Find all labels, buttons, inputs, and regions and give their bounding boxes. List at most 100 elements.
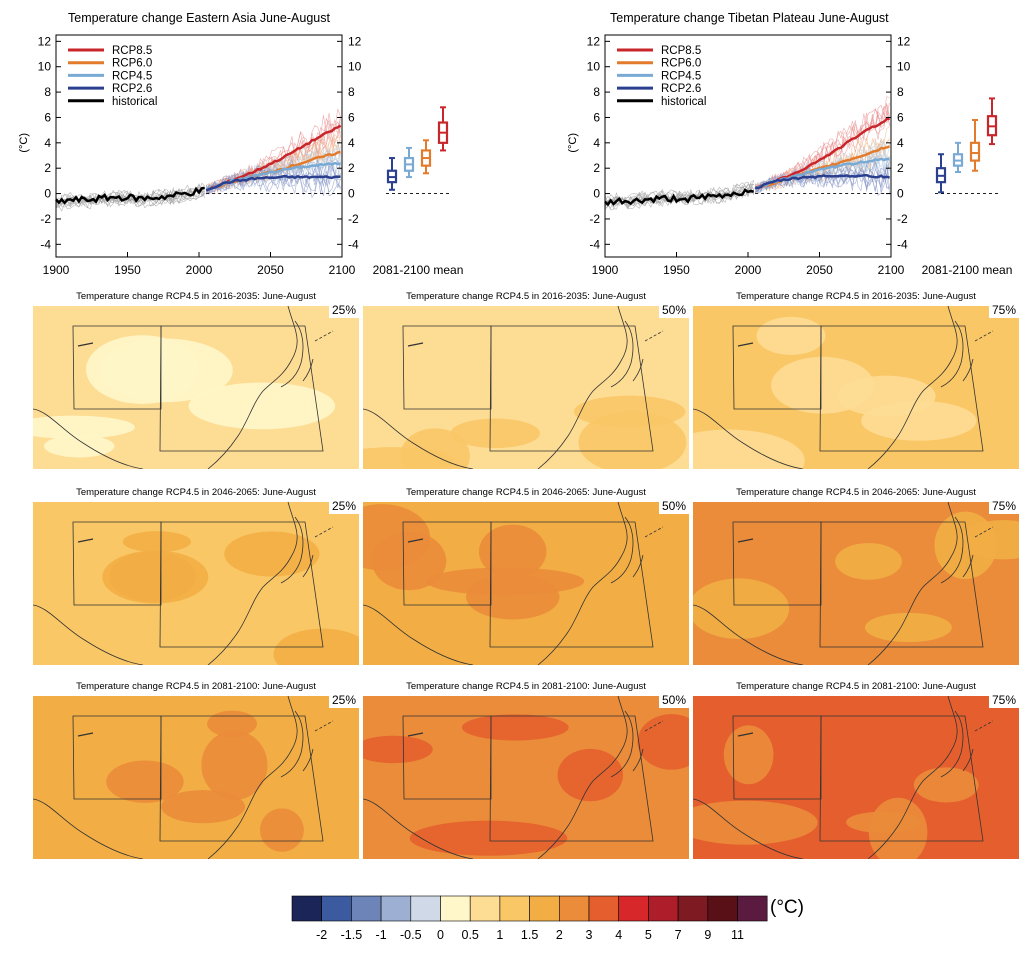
coastline-islands (974, 330, 994, 342)
y-tick-label: 0 (897, 187, 904, 201)
region-tibetan-plateau (402, 325, 492, 410)
colorbar-unit: (°C) (770, 897, 804, 918)
map-shade-patch (363, 735, 433, 764)
y-tick-label: 8 (44, 85, 51, 99)
colorbar-swatch (380, 895, 412, 922)
mean-line-rcp26 (205, 174, 341, 192)
map-title: Temperature change RCP4.5 in 2046-2065: … (406, 487, 646, 498)
region-eastern-asia (819, 325, 984, 452)
region-eastern-asia (489, 325, 654, 452)
coastline (363, 501, 628, 665)
region-tibetan-plateau (72, 325, 162, 410)
y-tick-label: -4 (348, 237, 359, 251)
ts-title: Temperature change Tibetan Plateau June-… (610, 11, 889, 25)
y-tick-label: -2 (897, 212, 908, 226)
region-tibetan-plateau (732, 521, 822, 606)
y-tick-label: 12 (348, 34, 362, 48)
map-canvas (693, 305, 1019, 469)
y-tick-label: 2 (348, 161, 355, 175)
map-shade-patch (363, 447, 455, 469)
region-eastern-asia (159, 715, 324, 842)
map-panel: Temperature change RCP4.5 in 2046-2065: … (693, 487, 1019, 665)
y-tick-label: -4 (589, 237, 600, 251)
colorbar-swatch (291, 895, 323, 922)
map-title: Temperature change RCP4.5 in 2016-2035: … (76, 291, 316, 302)
coastline-islands (314, 720, 334, 732)
y-tick-label: -4 (897, 237, 908, 251)
map-shade-patch (161, 789, 246, 824)
map-shade-patch (958, 520, 1019, 560)
region-tibetan-plateau (402, 521, 492, 606)
map-panel: Temperature change RCP4.5 in 2046-2065: … (363, 487, 689, 665)
colorbar-tick-label: 1 (496, 928, 503, 942)
y-tick-label: 6 (348, 110, 355, 124)
colorbar-tick-label: 2 (556, 928, 563, 942)
y-axis-label: (°C) (18, 133, 30, 153)
map-shade-patch (122, 531, 191, 553)
colorbar-tick-label: 0.5 (462, 928, 479, 942)
map-canvas (33, 305, 359, 469)
region-eastern-asia (819, 715, 984, 842)
colorbar-swatch (440, 895, 471, 922)
lake (407, 732, 424, 737)
legend-label-rcp60: RCP6.0 (112, 58, 152, 70)
percentile-label: 25% (328, 302, 359, 318)
map-background (33, 696, 359, 859)
y-tick-label: 2 (44, 161, 51, 175)
lake (77, 342, 94, 347)
y-tick-label: 12 (897, 34, 911, 48)
region-tibetan-plateau (732, 325, 822, 410)
colorbar-swatch (648, 895, 679, 922)
x-tick-label: 2050 (257, 263, 284, 277)
coastline-japan (940, 516, 974, 584)
map-shade-patch (478, 524, 547, 579)
colorbar-swatch (321, 895, 352, 922)
coastline (33, 695, 298, 859)
map-canvas (363, 695, 689, 859)
coastline-japan (610, 320, 644, 388)
y-tick-label: 6 (593, 110, 600, 124)
y-tick-label: 4 (348, 136, 355, 150)
box-rcp60 (969, 141, 981, 162)
percentile-label: 50% (658, 498, 689, 514)
colorbar-swatch (499, 895, 530, 922)
legend-label-rcp45: RCP4.5 (112, 70, 152, 82)
map-title: Temperature change RCP4.5 in 2046-2065: … (76, 487, 316, 498)
map-shade-patch (557, 748, 624, 802)
y-tick-label: 2 (593, 161, 600, 175)
map-title: Temperature change RCP4.5 in 2081-2100: … (736, 681, 976, 692)
region-eastern-asia (159, 521, 324, 648)
colorbar-tick-label: -2 (316, 928, 327, 942)
y-axis-label: (°C) (567, 133, 579, 153)
map-canvas (363, 501, 689, 665)
map-title: Temperature change RCP4.5 in 2016-2035: … (406, 291, 646, 302)
coastline (33, 501, 298, 665)
map-shade-patch (723, 725, 774, 785)
mean-line-historical (55, 186, 205, 205)
map-canvas (33, 695, 359, 859)
map-shade-patch (835, 543, 902, 580)
y-tick-label: 10 (897, 60, 911, 74)
coastline-japan (940, 710, 974, 778)
colorbar-swatch (351, 895, 382, 922)
coastline-islands (314, 330, 334, 342)
map-shade-patch (109, 551, 196, 602)
region-eastern-asia (489, 521, 654, 648)
ensemble-member-line (754, 169, 890, 196)
map-canvas (693, 501, 1019, 665)
y-tick-label: 0 (348, 187, 355, 201)
legend-label-historical: historical (112, 96, 157, 108)
colorbar-tick-label: 3 (586, 928, 593, 942)
x-tick-label: 1900 (592, 263, 619, 277)
map-panel: Temperature change RCP4.5 in 2016-2035: … (363, 291, 689, 469)
percentile-label: 25% (328, 692, 359, 708)
percentile-label: 75% (988, 302, 1019, 318)
y-tick-label: 0 (44, 187, 51, 201)
ensemble-member-line (205, 159, 341, 194)
map-shade-patch (207, 710, 257, 737)
y-tick-label: 8 (348, 85, 355, 99)
map-canvas (693, 695, 1019, 859)
map-shade-patch (913, 767, 979, 803)
coastline-islands (644, 720, 664, 732)
